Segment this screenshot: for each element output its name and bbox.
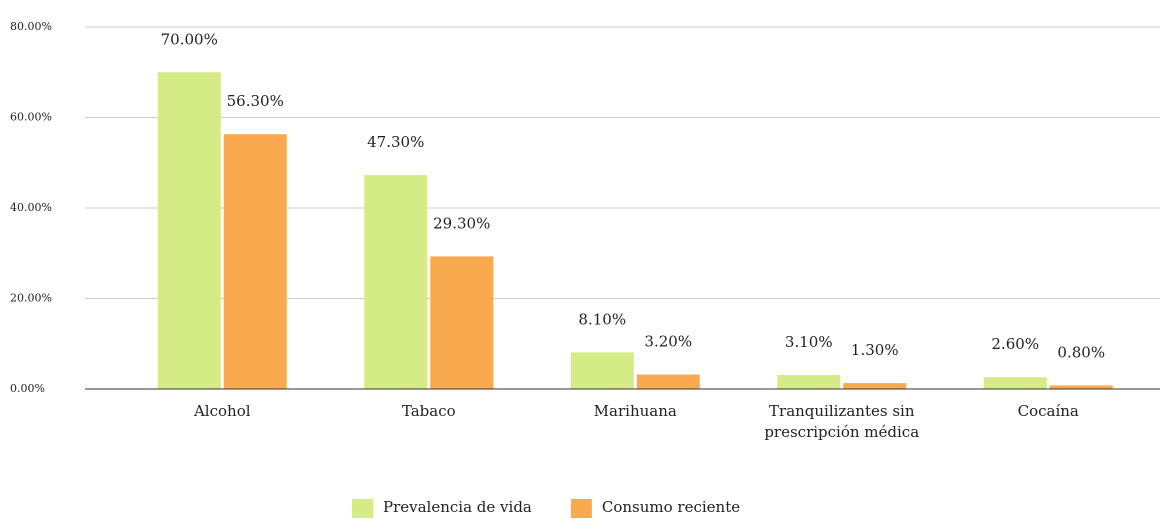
value-label: 29.30% [433, 214, 490, 232]
value-label: 70.00% [161, 30, 218, 48]
y-tick-label: 40.00% [10, 201, 52, 214]
bar [430, 256, 494, 389]
value-label: 3.20% [644, 333, 692, 351]
x-tick-label: Cocaína [1017, 402, 1079, 420]
x-tick-label: Alcohol [193, 402, 251, 420]
y-tick-label: 20.00% [10, 292, 52, 305]
bar [636, 374, 700, 389]
value-label: 47.30% [367, 133, 424, 151]
legend-swatch [570, 499, 592, 518]
y-tick-label: 80.00% [10, 20, 52, 33]
x-tick-label: Tranquilizantes sin prescripción médica [764, 402, 920, 441]
value-label: 3.10% [785, 333, 833, 351]
value-label: 0.80% [1057, 343, 1105, 361]
value-label: 56.30% [227, 92, 284, 110]
legend-swatch [352, 499, 373, 518]
bar [570, 352, 634, 389]
bar [983, 377, 1047, 389]
bar [157, 72, 221, 389]
legend-label: Prevalencia de vida [383, 498, 532, 516]
bar [364, 174, 428, 389]
bar [223, 134, 287, 389]
legend-label: Consumo reciente [602, 498, 740, 516]
value-label: 1.30% [851, 341, 899, 359]
bar [777, 374, 841, 389]
y-tick-label: 60.00% [10, 111, 52, 124]
bar [843, 383, 907, 389]
x-tick-label: Tabaco [401, 402, 456, 420]
y-tick-label: 0.00% [10, 382, 45, 395]
value-label: 2.60% [991, 335, 1039, 353]
x-tick-label: Marihuana [593, 402, 677, 420]
value-label: 8.10% [578, 310, 626, 328]
bar [1049, 385, 1113, 389]
